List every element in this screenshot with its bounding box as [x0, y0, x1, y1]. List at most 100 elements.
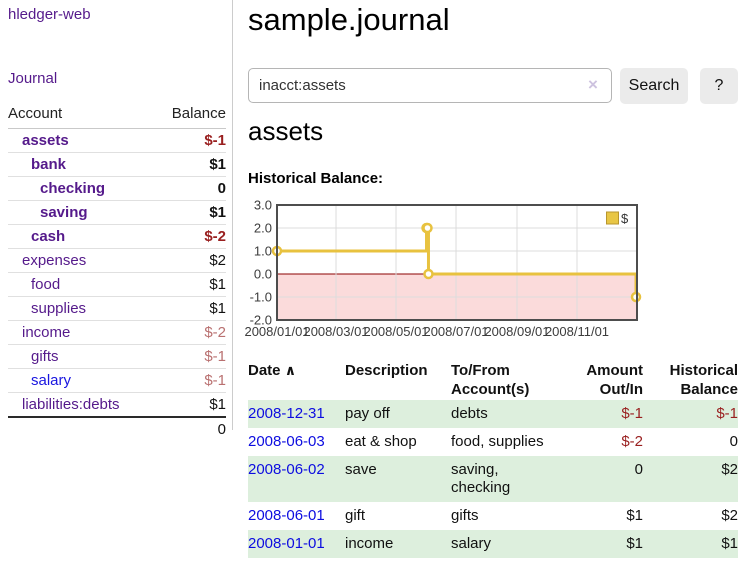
register-description-cell: save: [345, 461, 377, 478]
hist-line1: Historical: [669, 362, 738, 379]
account-balance: $-2: [154, 224, 226, 249]
search-button[interactable]: Search: [620, 68, 688, 104]
register-date-cell: 2008-06-03: [248, 428, 345, 456]
legend-swatch: [606, 211, 619, 225]
account-name-cell: bank: [8, 152, 155, 177]
y-tick-label: -2.0: [250, 313, 272, 328]
register-accounts-line: food, supplies: [451, 433, 544, 450]
x-tick-label: 2008/05/01: [363, 324, 428, 339]
account-link[interactable]: salary: [31, 372, 72, 389]
register-accounts-cell: gifts: [451, 502, 581, 530]
page-title: sample.journal: [248, 2, 450, 37]
account-name-cell: checking: [8, 176, 155, 201]
register-description-cell: pay off: [345, 405, 390, 422]
register-amount-cell: $-2: [621, 433, 643, 450]
register-header-amount: Amount Out/In: [581, 360, 643, 400]
x-tick-label: 2008/07/01: [423, 324, 488, 339]
account-row: salary $-1: [8, 368, 226, 393]
app-brand-link[interactable]: hledger-web: [8, 6, 91, 23]
account-link[interactable]: liabilities:debts: [22, 396, 120, 413]
account-heading: assets: [248, 116, 324, 146]
register-header-row: Date ∧ Description To/From Account(s) Am…: [248, 360, 738, 400]
account-balance: $-2: [154, 320, 226, 345]
register-balance-cell: $-1: [716, 405, 738, 422]
x-tick-label: 2008/11/01: [545, 324, 609, 339]
search-input[interactable]: [248, 68, 612, 103]
date-link[interactable]: 2008-06-02: [248, 461, 325, 478]
account-balance: $1: [154, 392, 226, 418]
register-accounts-line: gifts: [451, 507, 479, 524]
account-link[interactable]: checking: [40, 180, 106, 197]
account-link[interactable]: saving: [40, 204, 88, 221]
account-name-cell: cash: [8, 224, 155, 249]
register-row: 2008-06-02 save saving, checking 0 $2: [248, 456, 738, 502]
account-balance: $1: [154, 200, 226, 225]
date-link[interactable]: 2008-06-01: [248, 507, 325, 524]
account-row: assets $-1: [8, 128, 226, 153]
x-tick-label: 2008/01/01: [244, 324, 309, 339]
accounts-table: Account Balance assets $-1 bank $1 checking 0…: [8, 100, 226, 441]
y-tick-label: 0.0: [254, 267, 272, 282]
register-balance-cell: $2: [721, 461, 738, 478]
y-tick-label: 2.0: [254, 221, 272, 236]
accounts-total-spacer: [8, 416, 155, 441]
account-balance: $1: [154, 296, 226, 321]
amount-line1: Amount: [586, 362, 643, 379]
x-tick-label: 2008/03/01: [303, 324, 368, 339]
account-link[interactable]: cash: [31, 228, 66, 245]
account-balance: $-1: [154, 128, 226, 153]
accounts-header-balance: Balance: [154, 100, 226, 129]
data-point-marker: [422, 222, 433, 234]
register-accounts-line: checking: [451, 479, 511, 496]
account-name-cell: gifts: [8, 344, 155, 369]
account-link[interactable]: bank: [31, 156, 67, 173]
date-link[interactable]: 2008-12-31: [248, 405, 325, 422]
register-date-cell: 2008-12-31: [248, 400, 345, 428]
account-link[interactable]: gifts: [31, 348, 59, 365]
register-description-cell: eat & shop: [345, 433, 417, 450]
register-date-cell: 2008-01-01: [248, 530, 345, 558]
hist-line2: Balance: [680, 381, 738, 398]
clear-search-icon[interactable]: ×: [588, 75, 598, 94]
register-accounts-cell: debts: [451, 400, 581, 428]
account-link[interactable]: supplies: [31, 300, 87, 317]
account-row: income $-2: [8, 320, 226, 345]
sidebar-item-journal[interactable]: Journal: [8, 70, 58, 87]
account-row: expenses $2: [8, 248, 226, 273]
help-button[interactable]: ?: [700, 68, 738, 104]
tofrom-line2: Account(s): [451, 381, 530, 398]
account-link[interactable]: food: [31, 276, 61, 293]
account-link[interactable]: expenses: [22, 252, 87, 269]
register-description-cell: income: [345, 535, 394, 552]
register-header-accounts: To/From Account(s): [451, 360, 581, 400]
account-name-cell: income: [8, 320, 155, 345]
legend-label: $: [621, 211, 629, 226]
historical-balance-chart[interactable]: $3.0 2.0 1.0 0.0 -1.0 -2.0 2008/01/01 2008/03/0…: [244, 198, 648, 351]
sidebar-divider: [232, 0, 233, 430]
account-name-cell: supplies: [8, 296, 155, 321]
date-header-label: Date: [248, 362, 281, 379]
date-link[interactable]: 2008-06-03: [248, 433, 325, 450]
account-balance: 0: [154, 176, 226, 201]
account-balance: $-1: [154, 368, 226, 393]
account-link[interactable]: income: [22, 324, 71, 341]
account-row: food $1: [8, 272, 226, 297]
data-point-marker: [423, 268, 434, 280]
account-name-cell: liabilities:debts: [8, 392, 155, 418]
register-table: Date ∧ Description To/From Account(s) Am…: [248, 360, 738, 558]
register-row: 2008-06-01 gift gifts $1 $2: [248, 502, 738, 530]
chart-canvas: $3.0 2.0 1.0 0.0 -1.0 -2.02008/01/012008/03/0…: [244, 198, 642, 339]
date-link[interactable]: 2008-01-01: [248, 535, 325, 552]
y-tick-label: -1.0: [250, 290, 272, 305]
account-link[interactable]: assets: [22, 132, 69, 149]
register-balance-cell: $2: [721, 507, 738, 524]
account-name-cell: assets: [8, 128, 155, 153]
register-balance-cell: $1: [721, 535, 738, 552]
register-amount-cell: $1: [626, 507, 643, 524]
account-row: liabilities:debts $1: [8, 392, 226, 418]
account-row: cash $-2: [8, 224, 226, 249]
account-row: bank $1: [8, 152, 226, 177]
y-tick-label: 3.0: [254, 198, 272, 213]
register-header-balance: Historical Balance: [643, 360, 738, 400]
register-accounts-cell: salary: [451, 530, 581, 558]
